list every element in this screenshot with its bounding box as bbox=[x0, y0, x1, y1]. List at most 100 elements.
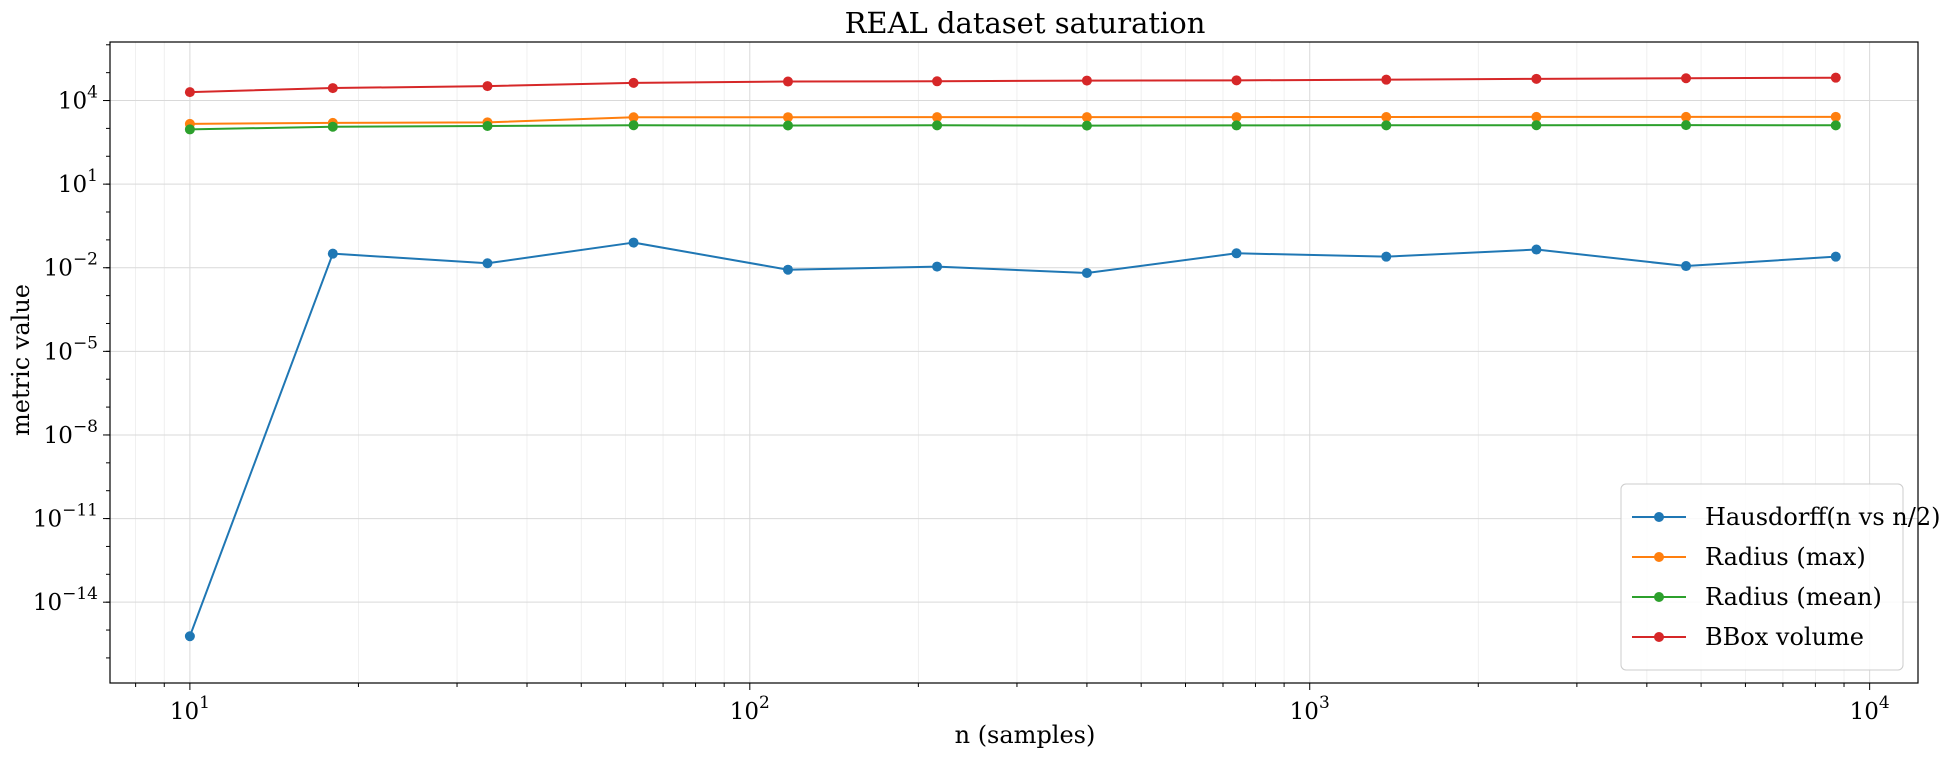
y-tick-label-base: 10 bbox=[58, 89, 87, 115]
y-tick-label: 10−8 bbox=[44, 417, 98, 449]
y-tick-label-base: 10 bbox=[44, 339, 73, 365]
data-point bbox=[1830, 120, 1841, 131]
data-point bbox=[482, 258, 493, 269]
x-tick-label-base: 10 bbox=[730, 699, 759, 725]
data-point bbox=[628, 77, 639, 88]
data-point bbox=[1231, 75, 1242, 86]
y-tick-label-exponent: 1 bbox=[87, 166, 98, 186]
data-point bbox=[1531, 244, 1542, 255]
data-point bbox=[932, 76, 943, 87]
y-axis-label: metric value bbox=[7, 284, 35, 436]
legend-entry-label: Hausdorff(n vs n/2) bbox=[1705, 503, 1940, 531]
data-point bbox=[1531, 111, 1542, 122]
data-point bbox=[184, 631, 195, 642]
data-point bbox=[1081, 75, 1092, 86]
y-tick-label-base: 10 bbox=[33, 590, 62, 616]
data-point bbox=[1681, 111, 1692, 122]
legend: Hausdorff(n vs n/2) Radius (max) Radius (m… bbox=[1620, 483, 1940, 671]
y-tick-label: 101 bbox=[58, 166, 98, 198]
legend-entry-label: Radius (mean) bbox=[1705, 583, 1882, 611]
data-point bbox=[628, 237, 639, 248]
data-point bbox=[1381, 112, 1392, 123]
y-tick-label-exponent: −14 bbox=[62, 584, 98, 604]
data-point bbox=[1830, 251, 1841, 262]
chart-title: REAL dataset saturation bbox=[845, 6, 1206, 40]
legend-entry-label: Radius (max) bbox=[1705, 543, 1866, 571]
y-tick-label: 10−2 bbox=[44, 250, 98, 282]
x-tick-label-exponent: 3 bbox=[1319, 693, 1330, 713]
y-tick-label-exponent: −2 bbox=[73, 250, 98, 270]
legend-box bbox=[1620, 483, 1904, 671]
x-tick-label: 104 bbox=[1850, 693, 1890, 725]
data-point bbox=[1681, 261, 1692, 272]
series-line-2 bbox=[189, 124, 1836, 131]
data-point bbox=[1231, 120, 1242, 131]
data-point bbox=[1381, 74, 1392, 85]
x-tick-label-base: 10 bbox=[1290, 699, 1319, 725]
data-point bbox=[327, 121, 338, 132]
data-point bbox=[1830, 111, 1841, 122]
series-line-1 bbox=[189, 115, 1836, 125]
data-point bbox=[1231, 112, 1242, 123]
x-tick-label-base: 10 bbox=[170, 699, 199, 725]
legend-entry-label: BBox volume bbox=[1705, 623, 1864, 651]
y-tick-label-base: 10 bbox=[33, 507, 62, 533]
data-point bbox=[1081, 267, 1092, 278]
data-point bbox=[184, 87, 195, 98]
data-point bbox=[782, 112, 793, 123]
data-point bbox=[782, 120, 793, 131]
y-tick-label-exponent: 4 bbox=[87, 83, 98, 103]
data-point bbox=[1381, 120, 1392, 131]
data-point bbox=[184, 124, 195, 135]
y-tick-label-exponent: −8 bbox=[73, 417, 98, 437]
x-tick-label-base: 10 bbox=[1850, 699, 1879, 725]
data-point bbox=[932, 120, 943, 131]
data-point bbox=[932, 112, 943, 123]
x-tick-label-exponent: 4 bbox=[1879, 693, 1890, 713]
data-point bbox=[482, 120, 493, 131]
data-point bbox=[1681, 73, 1692, 84]
y-tick-label: 10−11 bbox=[33, 501, 98, 533]
legend-swatch-marker bbox=[1654, 512, 1664, 522]
legend-swatch-marker bbox=[1654, 592, 1664, 602]
x-tick-label: 103 bbox=[1290, 693, 1330, 725]
y-tick-label-base: 10 bbox=[44, 256, 73, 282]
legend-swatch-marker bbox=[1654, 552, 1664, 562]
y-tick-label-base: 10 bbox=[58, 172, 87, 198]
plot-frame bbox=[109, 41, 1919, 684]
y-tick-label-exponent: −11 bbox=[62, 501, 98, 521]
data-point bbox=[327, 248, 338, 259]
data-point bbox=[482, 81, 493, 92]
y-tick-label: 10−14 bbox=[33, 584, 98, 616]
data-point bbox=[1531, 120, 1542, 131]
x-axis-label: n (samples) bbox=[955, 721, 1096, 749]
y-tick-label: 104 bbox=[58, 83, 98, 115]
y-tick-label-base: 10 bbox=[44, 423, 73, 449]
data-point bbox=[1531, 73, 1542, 84]
x-tick-label-exponent: 1 bbox=[199, 693, 210, 713]
grid-lines bbox=[110, 42, 1918, 683]
data-point bbox=[1231, 248, 1242, 259]
data-point bbox=[932, 261, 943, 272]
x-tick-label-exponent: 2 bbox=[759, 693, 770, 713]
legend-swatch-marker bbox=[1654, 632, 1664, 642]
data-point bbox=[1081, 120, 1092, 131]
data-point bbox=[1081, 112, 1092, 123]
y-tick-label-exponent: −5 bbox=[73, 333, 98, 353]
x-tick-label: 102 bbox=[730, 693, 770, 725]
plot-series bbox=[184, 72, 1841, 642]
series-line-3 bbox=[189, 76, 1836, 94]
data-point bbox=[628, 120, 639, 131]
data-point bbox=[1381, 251, 1392, 262]
y-tick-label: 10−5 bbox=[44, 333, 98, 365]
data-point bbox=[1830, 72, 1841, 83]
data-point bbox=[1681, 120, 1692, 131]
data-point bbox=[782, 264, 793, 275]
data-point bbox=[628, 112, 639, 123]
data-point bbox=[327, 83, 338, 94]
series-line-0 bbox=[188, 241, 1836, 637]
data-point bbox=[782, 76, 793, 87]
x-tick-label: 101 bbox=[170, 693, 210, 725]
